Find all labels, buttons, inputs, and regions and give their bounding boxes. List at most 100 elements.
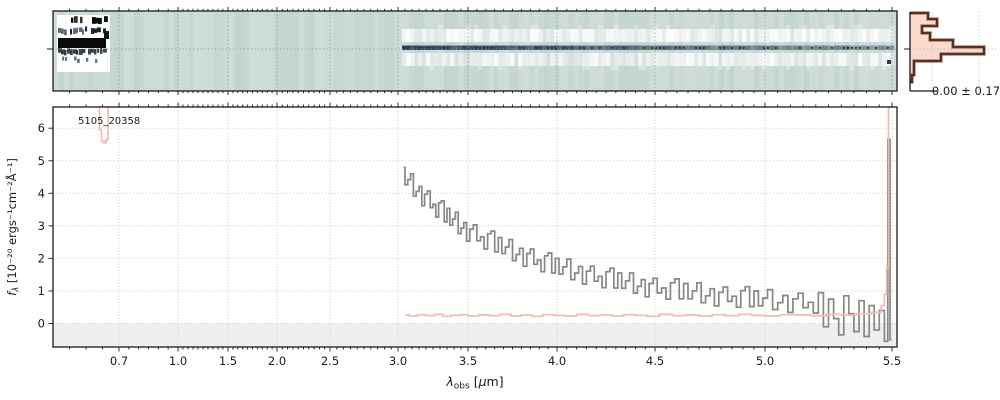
blob-dash: [58, 27, 62, 33]
trace-fringe: [666, 25, 671, 29]
trace-band-lower: [750, 53, 755, 66]
trace-band-lower: [522, 53, 527, 66]
noise-column: [564, 12, 569, 90]
blob-dash: [100, 48, 103, 54]
trace-core-dark: [763, 47, 765, 49]
blob-dash: [58, 48, 62, 53]
histogram-stats-annotation: 0.00 ± 0.17: [932, 84, 1000, 98]
trace-core-dark: [523, 47, 525, 49]
trace-band-upper: [626, 29, 631, 42]
trace-fringe: [530, 25, 535, 29]
noise-column: [269, 12, 274, 90]
trace-core: [626, 45, 631, 50]
noise-column: [799, 12, 804, 90]
trace-core-dark: [599, 47, 601, 49]
blob-dash: [79, 27, 83, 32]
trace-band-lower: [842, 53, 847, 66]
trace-core: [834, 45, 839, 50]
trace-fringe: [850, 66, 855, 70]
trace-band-lower: [442, 53, 447, 66]
trace-band-upper: [570, 29, 575, 42]
trace-band-lower: [518, 53, 523, 66]
blob-dash: [64, 29, 67, 36]
noise-column: [464, 12, 469, 90]
x-tick-label: 4.0: [548, 354, 566, 368]
trace-band-upper: [674, 29, 679, 42]
trace-band-lower: [702, 53, 707, 66]
trace-band-upper: [418, 29, 423, 42]
trace-band-upper: [854, 29, 859, 42]
trace-band-upper: [862, 29, 867, 42]
noise-column: [764, 12, 769, 90]
trace-band-lower: [674, 53, 679, 66]
noise-column: [859, 12, 864, 90]
trace-fringe: [474, 25, 479, 29]
trace-band-upper: [554, 29, 559, 42]
trace-band-lower: [422, 53, 427, 66]
trace-band-lower: [630, 53, 635, 66]
trace-band-upper: [850, 29, 855, 42]
noise-column: [369, 12, 374, 90]
panel-2d-border: [52, 10, 898, 92]
trace-core: [434, 45, 439, 50]
noise-column: [569, 12, 574, 90]
noise-column: [504, 12, 509, 90]
trace-band-lower: [722, 53, 727, 66]
y-axis-label-f: f: [5, 290, 19, 296]
trace-core-dark: [491, 47, 493, 49]
trace-band-lower: [862, 53, 867, 66]
y-tick-label: 4: [38, 186, 45, 200]
trace-core-dark: [535, 47, 537, 49]
noise-column: [754, 12, 759, 90]
trace-core: [526, 45, 531, 50]
trace-band-upper: [682, 29, 687, 42]
trace-core: [734, 45, 739, 50]
trace-band-lower: [746, 53, 751, 66]
noise-column: [229, 12, 234, 90]
noise-column: [199, 12, 204, 90]
trace-core: [506, 45, 511, 50]
trace-band-lower: [742, 53, 747, 66]
trace-fringe: [614, 25, 619, 29]
noise-column: [774, 12, 779, 90]
noise-column: [234, 12, 239, 90]
noise-column: [579, 12, 584, 90]
noise-column: [689, 12, 694, 90]
trace-core-dark: [843, 47, 845, 49]
trace-band-lower: [846, 53, 851, 66]
trace-band-upper: [634, 29, 639, 42]
noise-column: [364, 12, 369, 90]
noise-column: [839, 12, 844, 90]
trace-band-upper: [754, 29, 759, 42]
noise-column: [719, 12, 724, 90]
trace-core-dark: [731, 47, 733, 49]
trace-core-dark: [799, 47, 801, 49]
trace-band-lower: [438, 53, 443, 66]
trace-fringe: [638, 66, 643, 70]
trace-band-lower: [570, 53, 575, 66]
trace-band-upper: [774, 29, 779, 42]
trace-fringe: [586, 66, 591, 70]
trace-core-dark: [571, 47, 573, 49]
noise-column: [749, 12, 754, 90]
noise-column: [324, 12, 329, 90]
trace-core-dark: [623, 47, 625, 49]
trace-band-lower: [686, 53, 691, 66]
trace-band-lower: [854, 53, 859, 66]
trace-band-lower: [454, 53, 459, 66]
noise-column: [329, 12, 334, 90]
histogram-generated: [904, 11, 996, 92]
series-flux: [403, 138, 892, 343]
trace-fringe: [518, 66, 523, 70]
noise-column: [509, 12, 514, 90]
trace-fringe: [802, 25, 807, 29]
trace-band-upper: [874, 29, 879, 42]
noise-column: [424, 12, 429, 90]
blob-dash: [71, 17, 74, 23]
trace-band-lower: [510, 53, 515, 66]
x-axis-label-mu: μ: [478, 374, 487, 389]
trace-band-lower: [538, 53, 543, 66]
blob-dash: [97, 27, 101, 33]
trace-band-lower: [658, 53, 663, 66]
noise-column: [314, 12, 319, 90]
